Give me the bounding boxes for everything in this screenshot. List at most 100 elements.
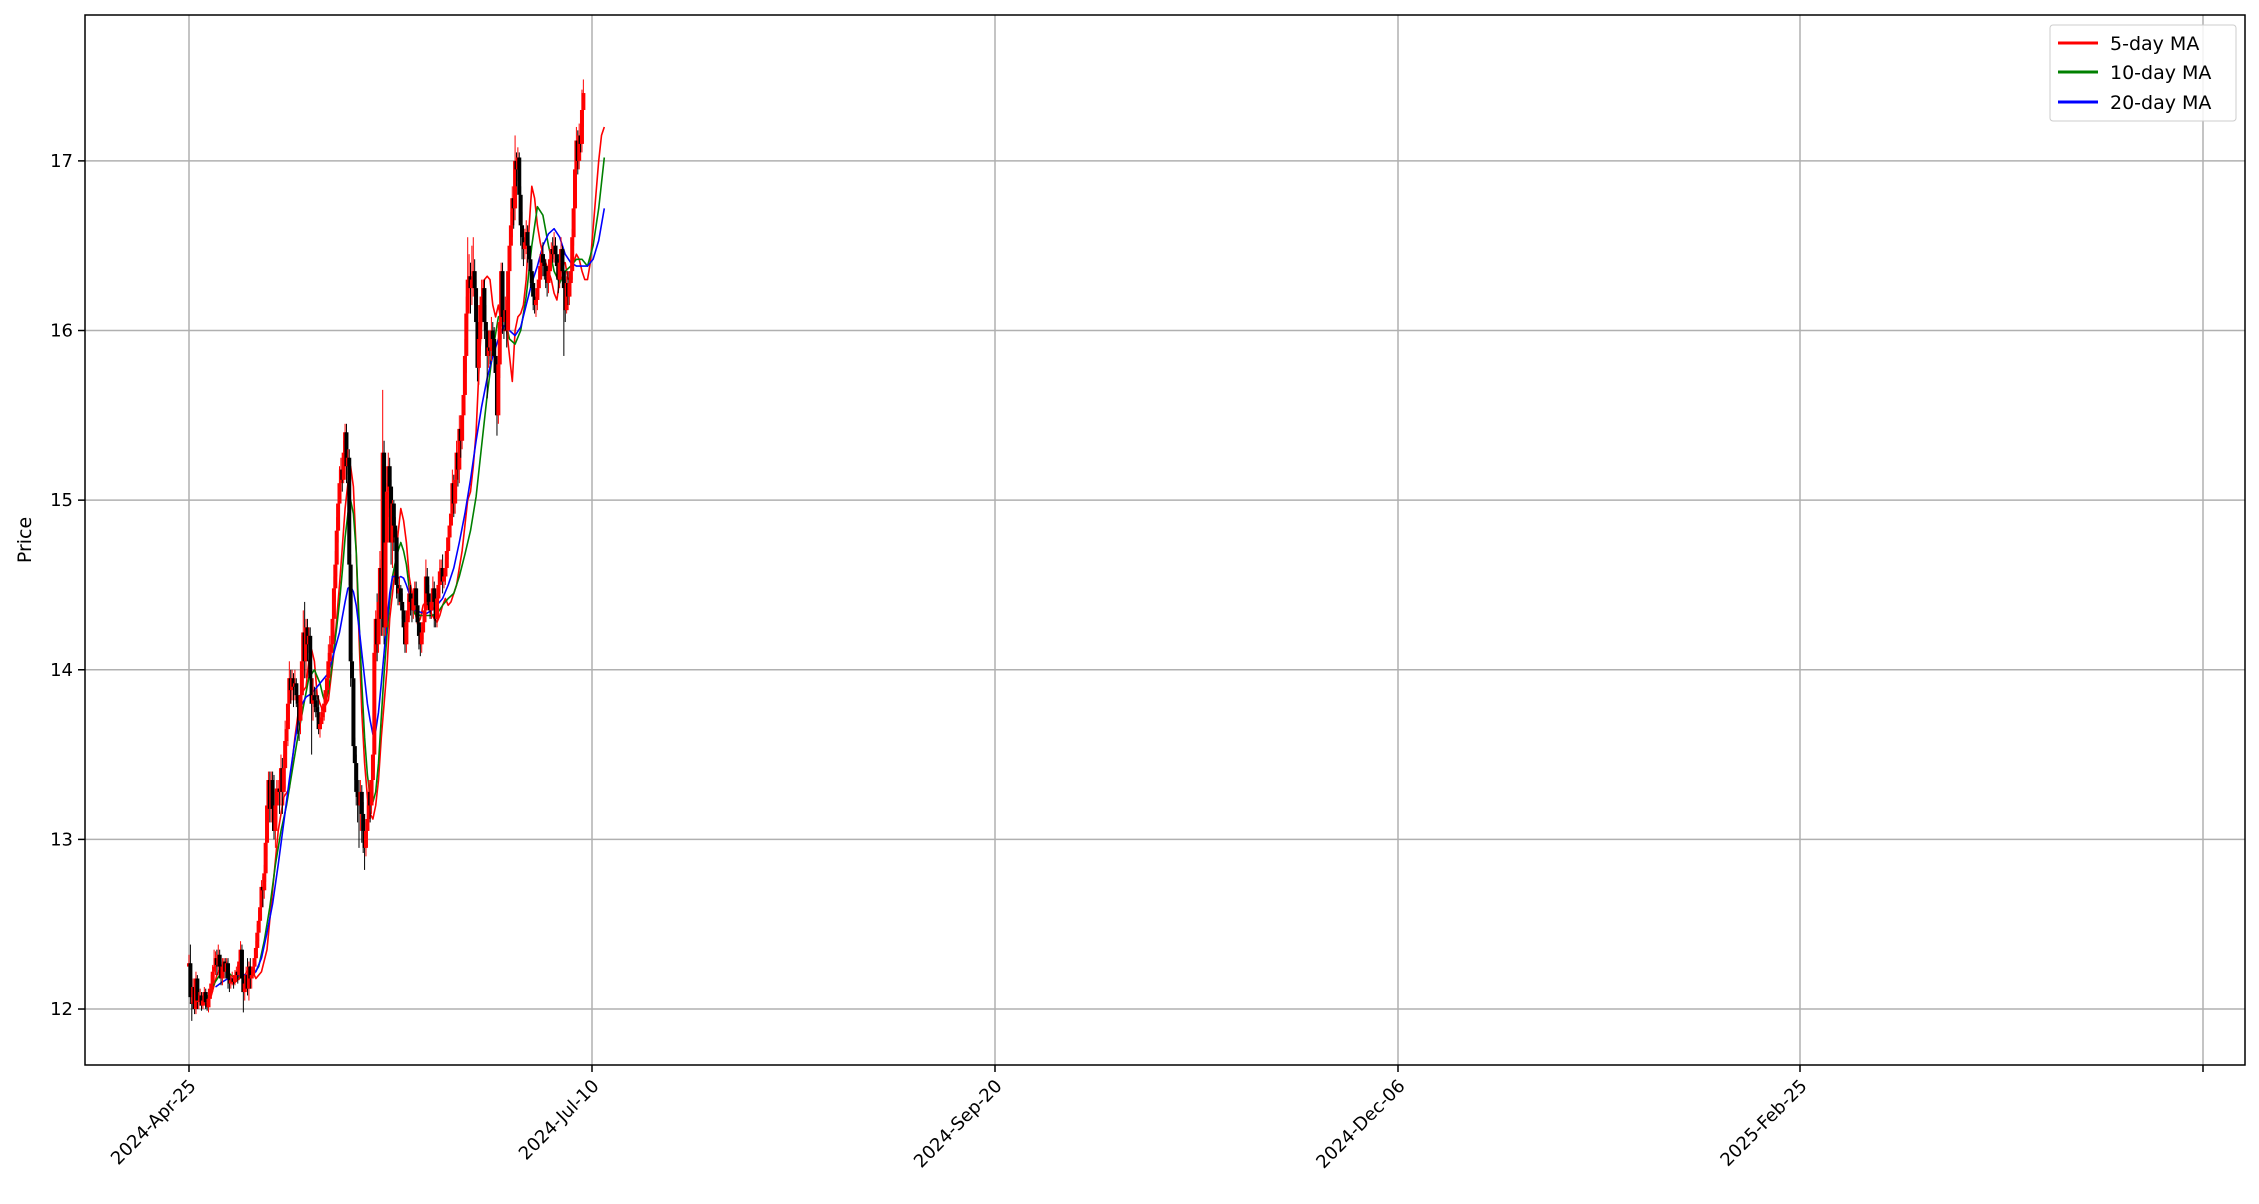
candle-body (256, 920, 261, 933)
candle-body (220, 966, 225, 979)
y-tick-label: 17 (50, 151, 73, 172)
candle-body (474, 288, 479, 323)
candle-body (436, 584, 441, 599)
candle-body (312, 695, 317, 701)
candle-body (315, 707, 320, 713)
candles (187, 79, 586, 1021)
candle-body (249, 975, 254, 979)
x-axis-ticks: 2024-Apr-25 2024-Jul-10 2024-Sep-20 2024-De… (107, 1065, 2204, 1173)
candle-body (200, 1000, 205, 1006)
candle-body (464, 313, 469, 356)
candle-body (419, 632, 424, 645)
candle (319, 707, 324, 730)
candle-body (560, 249, 565, 272)
candle-body (337, 483, 342, 504)
x-tick-label: 2024-Dec-06 (1312, 1076, 1409, 1173)
candle-body (462, 355, 467, 395)
candle (259, 880, 264, 916)
candle-body (206, 998, 211, 1008)
candle-body (361, 813, 366, 831)
candle-body (274, 788, 279, 806)
candle-body (207, 988, 212, 999)
candle (384, 483, 389, 568)
legend-label-20day: 20-day MA (2110, 92, 2211, 114)
candle-body (465, 279, 470, 314)
candle-body (400, 601, 405, 611)
candle-body (507, 245, 512, 272)
legend-label-10day: 10-day MA (2110, 62, 2211, 84)
candle (317, 712, 322, 738)
candle-body (579, 109, 584, 144)
candle-body (333, 564, 338, 589)
candle-body (287, 678, 292, 704)
candle-body (344, 432, 349, 467)
candle-body (437, 571, 442, 585)
candle-body (421, 622, 426, 633)
candle-body (283, 741, 288, 769)
candle-body (540, 254, 545, 263)
candle-body (324, 678, 329, 691)
candle (520, 211, 525, 260)
candle-body (259, 886, 264, 908)
candle-body (203, 992, 208, 1003)
candle-body (209, 983, 214, 989)
candle-body (476, 338, 481, 368)
candle-body (372, 652, 377, 755)
candle-body (217, 954, 222, 967)
candle-body (529, 271, 534, 284)
candle (577, 123, 582, 170)
candle-body (329, 644, 334, 653)
candle-body (460, 415, 465, 441)
candle-body (561, 271, 566, 289)
candle-body (444, 551, 449, 568)
candle (543, 259, 548, 289)
candle-body (414, 588, 419, 606)
grid-lines (85, 15, 2245, 1065)
candle-body (258, 907, 263, 921)
candle (581, 79, 586, 127)
candle-body (251, 966, 256, 976)
candle-body (326, 661, 331, 679)
candle (265, 796, 270, 857)
candle-body (319, 717, 324, 725)
candle-body (322, 703, 327, 713)
candle-body (525, 232, 530, 246)
candle-body (554, 254, 559, 267)
candle (228, 975, 233, 989)
candle-body (232, 975, 237, 982)
candle (263, 836, 268, 882)
candle-body (359, 791, 364, 814)
candle-body (313, 700, 318, 708)
candle-body (334, 530, 339, 565)
x-tick-label: 2025-Feb-25 (1716, 1076, 1811, 1171)
legend: 5-day MA 10-day MA 20-day MA (2049, 24, 2237, 122)
candle-body (299, 661, 304, 696)
candle-body (316, 712, 321, 730)
candle-body (542, 262, 547, 267)
candle-body (496, 364, 501, 416)
candle-body (510, 198, 515, 226)
candle-body (527, 245, 532, 260)
candle-body (284, 729, 289, 742)
candle (274, 780, 279, 823)
candle (344, 423, 349, 484)
candle-body (265, 805, 270, 843)
candle-body (327, 652, 332, 662)
candle-body (285, 703, 290, 730)
candle-body (393, 525, 398, 538)
candle-body (383, 542, 388, 628)
y-axis-ticks: 12 13 14 15 16 17 (50, 151, 85, 1020)
candle-body (273, 805, 278, 831)
candle-body (453, 479, 458, 504)
candle-body (309, 678, 314, 704)
candle-body (347, 457, 352, 565)
candle-body (348, 564, 353, 662)
candle-body (336, 503, 341, 531)
candle-body (546, 271, 551, 284)
candle-body (354, 763, 359, 792)
candle-body (370, 754, 375, 781)
candle-body (341, 452, 346, 480)
candle-body (483, 322, 488, 331)
candle-body (577, 135, 582, 161)
candle-body (248, 966, 253, 979)
